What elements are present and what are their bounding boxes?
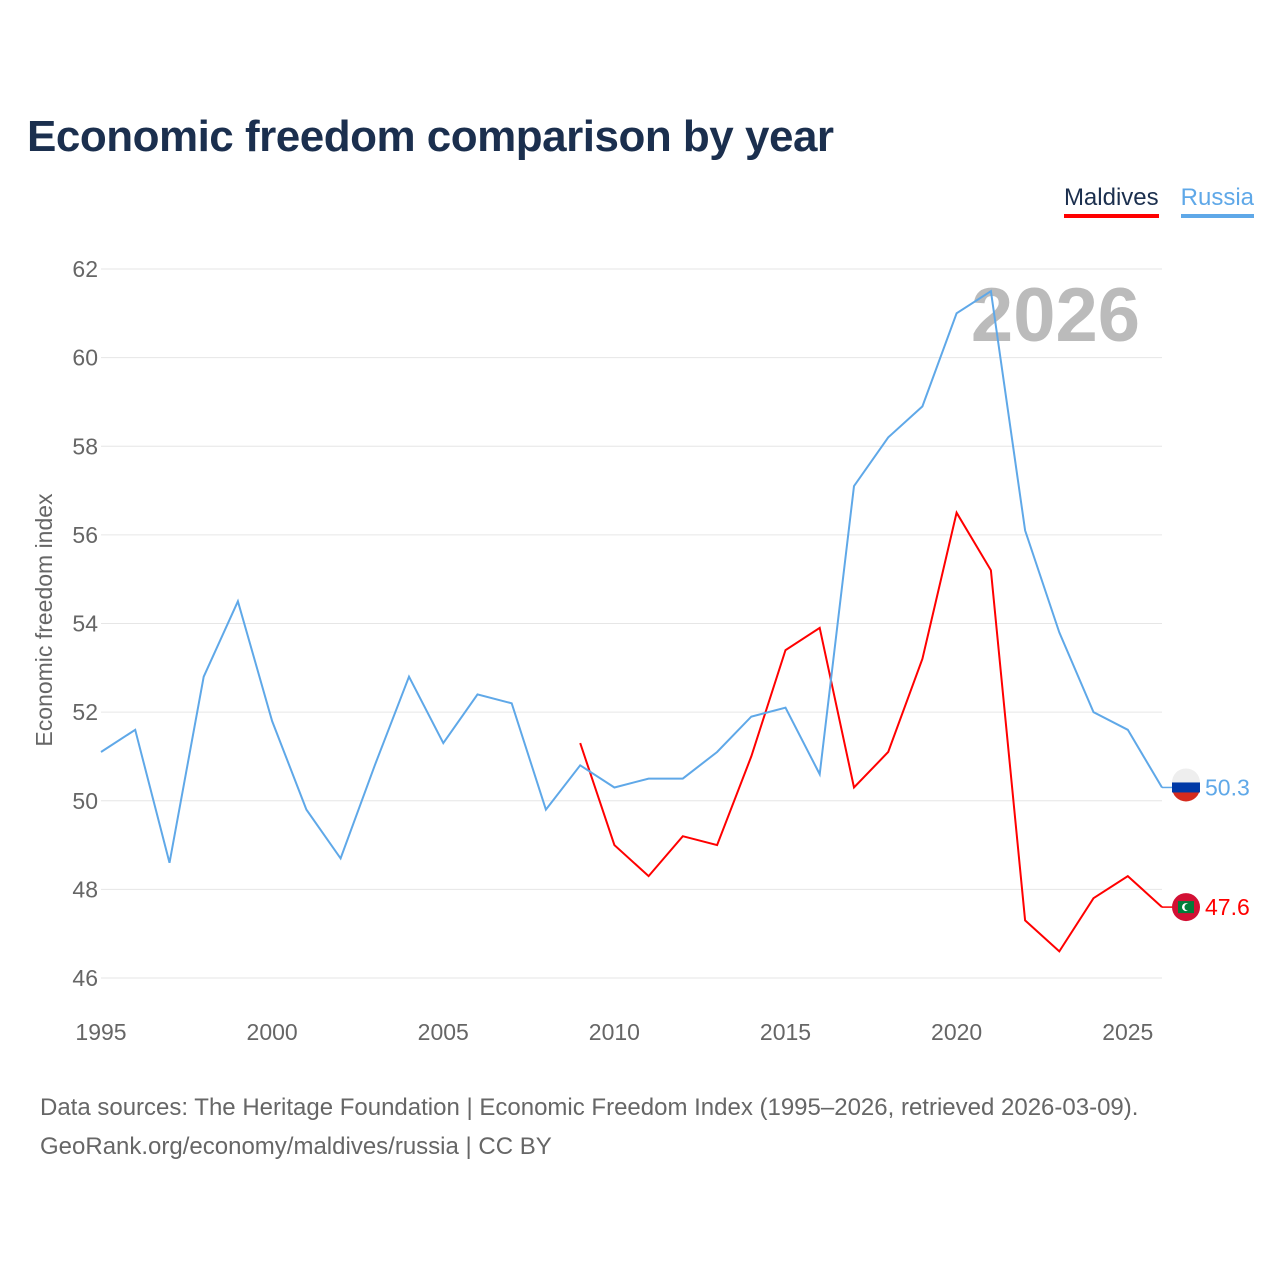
end-value-label: 47.6 [1205,894,1250,920]
y-tick-label: 52 [72,699,98,725]
x-tick-label: 2015 [760,1019,811,1045]
x-tick-label: 2000 [247,1019,298,1045]
series-line-maldives[interactable] [579,510,1163,953]
y-tick-label: 50 [72,788,98,814]
x-tick-label: 2005 [418,1019,469,1045]
footer: Data sources: The Heritage Foundation | … [40,1088,1138,1166]
y-tick-label: 58 [72,433,98,459]
attribution: GeoRank.org/economy/maldives/russia | CC… [40,1133,552,1160]
y-tick-label: 56 [72,522,98,548]
y-tick-label: 62 [72,256,98,282]
chart-title: Economic freedom comparison by year [27,112,834,161]
data-source: Data sources: The Heritage Foundation | … [40,1094,1139,1121]
y-tick-label: 60 [72,345,98,371]
x-tick-label: 2020 [931,1019,982,1045]
end-value-label: 50.3 [1205,774,1250,800]
legend: Maldives Russia [1063,184,1254,218]
flag-icon-maldives [1172,893,1200,922]
x-tick-label: 1995 [75,1019,126,1045]
legend-item-maldives[interactable]: Maldives [1063,184,1159,218]
series-line-russia[interactable] [100,289,1163,864]
y-tick-label: 54 [72,611,98,637]
year-watermark: 2026 [971,273,1140,358]
x-tick-label: 2010 [589,1019,640,1045]
x-tick-label: 2025 [1102,1019,1153,1045]
legend-item-russia[interactable]: Russia [1180,184,1254,218]
y-tick-label: 48 [72,876,98,902]
flag-icon-russia [1172,768,1200,802]
y-tick-label: 46 [72,965,98,991]
y-axis-label: Economic freedom index [31,493,57,747]
